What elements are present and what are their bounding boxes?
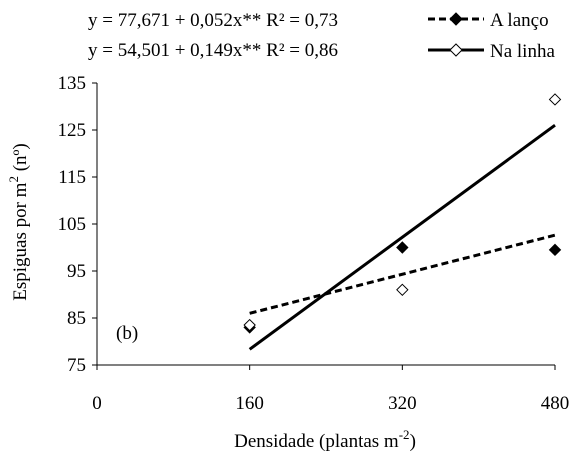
x-axis-title: Densidade (plantas m-2)	[234, 427, 416, 452]
data-points	[243, 93, 562, 334]
x-axis-title-sup: -2	[399, 427, 410, 442]
x-tick-label: 0	[92, 393, 102, 414]
y-axis-title-end: (nº)	[10, 143, 31, 176]
y-tick-label: 85	[67, 308, 86, 329]
data-point-na-linha	[243, 318, 256, 332]
x-tick-label: 480	[541, 393, 570, 414]
regression-lines	[248, 123, 556, 351]
x-axis-title-main: Densidade (plantas m	[234, 431, 399, 452]
y-tick-label: 125	[58, 120, 87, 141]
x-axis-title-end: )	[410, 431, 416, 452]
legend-marker-na-linha	[449, 43, 463, 57]
regression-line-na-linha	[248, 123, 556, 351]
data-point-na-linha	[396, 283, 409, 297]
legend-equation-a-lanco: y = 77,671 + 0,052x** R² = 0,73	[88, 10, 338, 31]
data-point-na-linha	[548, 93, 562, 106]
y-tick-label: 95	[67, 261, 86, 282]
legend-label-a-lanco: A lanço	[490, 10, 549, 31]
y-axis-title-main: Espiguas por m	[10, 182, 31, 300]
regression-line-a-lanco	[249, 233, 556, 315]
data-point-a-lanco	[548, 243, 562, 257]
data-point-a-lanco	[396, 241, 409, 254]
legend-equation-na-linha: y = 54,501 + 0,149x** R² = 0,86	[88, 40, 338, 61]
y-tick-label: 105	[58, 214, 87, 235]
y-tick-label: 75	[67, 355, 86, 376]
legend-label-na-linha: Na linha	[490, 41, 555, 62]
panel-label: (b)	[116, 323, 138, 344]
x-ticks: 0 160 320 480	[92, 365, 569, 414]
x-tick-label: 160	[235, 393, 264, 414]
y-tick-label: 135	[58, 73, 87, 94]
y-tick-label: 115	[58, 167, 86, 188]
y-ticks: 75 85 95 105 115 125 135	[58, 73, 97, 376]
x-tick-label: 320	[388, 393, 417, 414]
axes: 75 85 95 105 115 125 135 0 160 320 480	[58, 73, 570, 414]
y-axis-title-sup: 2	[6, 176, 21, 183]
legend: y = 77,671 + 0,052x** R² = 0,73 A lanço …	[88, 10, 555, 62]
y-axis-title: Espiguas por m2 (nº)	[6, 143, 31, 301]
legend-marker-a-lanco	[449, 12, 463, 26]
